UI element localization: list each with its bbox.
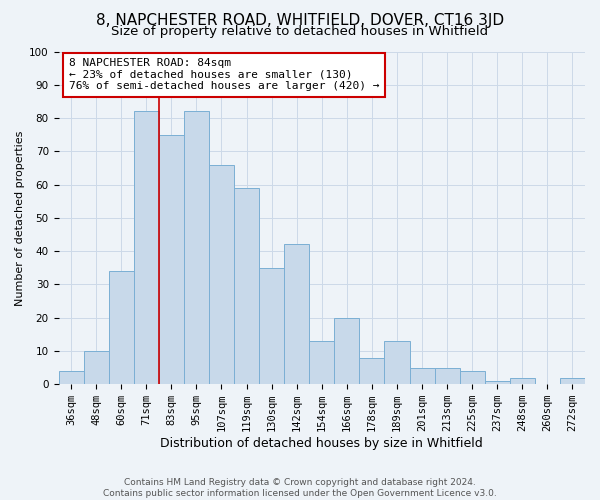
Bar bbox=[184, 112, 209, 384]
Text: Contains HM Land Registry data © Crown copyright and database right 2024.
Contai: Contains HM Land Registry data © Crown c… bbox=[103, 478, 497, 498]
Bar bbox=[334, 318, 359, 384]
Bar bbox=[83, 351, 109, 384]
Bar bbox=[284, 244, 309, 384]
Bar bbox=[460, 371, 485, 384]
Bar bbox=[410, 368, 434, 384]
Bar bbox=[385, 341, 410, 384]
Bar bbox=[309, 341, 334, 384]
Bar bbox=[234, 188, 259, 384]
Bar bbox=[359, 358, 385, 384]
Bar bbox=[485, 381, 510, 384]
Text: 8, NAPCHESTER ROAD, WHITFIELD, DOVER, CT16 3JD: 8, NAPCHESTER ROAD, WHITFIELD, DOVER, CT… bbox=[96, 12, 504, 28]
Y-axis label: Number of detached properties: Number of detached properties bbox=[15, 130, 25, 306]
Bar bbox=[159, 134, 184, 384]
Bar bbox=[134, 112, 159, 384]
Bar bbox=[109, 271, 134, 384]
Bar bbox=[59, 371, 83, 384]
Bar bbox=[209, 164, 234, 384]
Text: Size of property relative to detached houses in Whitfield: Size of property relative to detached ho… bbox=[112, 25, 488, 38]
Bar bbox=[434, 368, 460, 384]
Bar bbox=[560, 378, 585, 384]
Bar bbox=[259, 268, 284, 384]
Text: 8 NAPCHESTER ROAD: 84sqm
← 23% of detached houses are smaller (130)
76% of semi-: 8 NAPCHESTER ROAD: 84sqm ← 23% of detach… bbox=[69, 58, 380, 92]
X-axis label: Distribution of detached houses by size in Whitfield: Distribution of detached houses by size … bbox=[160, 437, 483, 450]
Bar bbox=[510, 378, 535, 384]
